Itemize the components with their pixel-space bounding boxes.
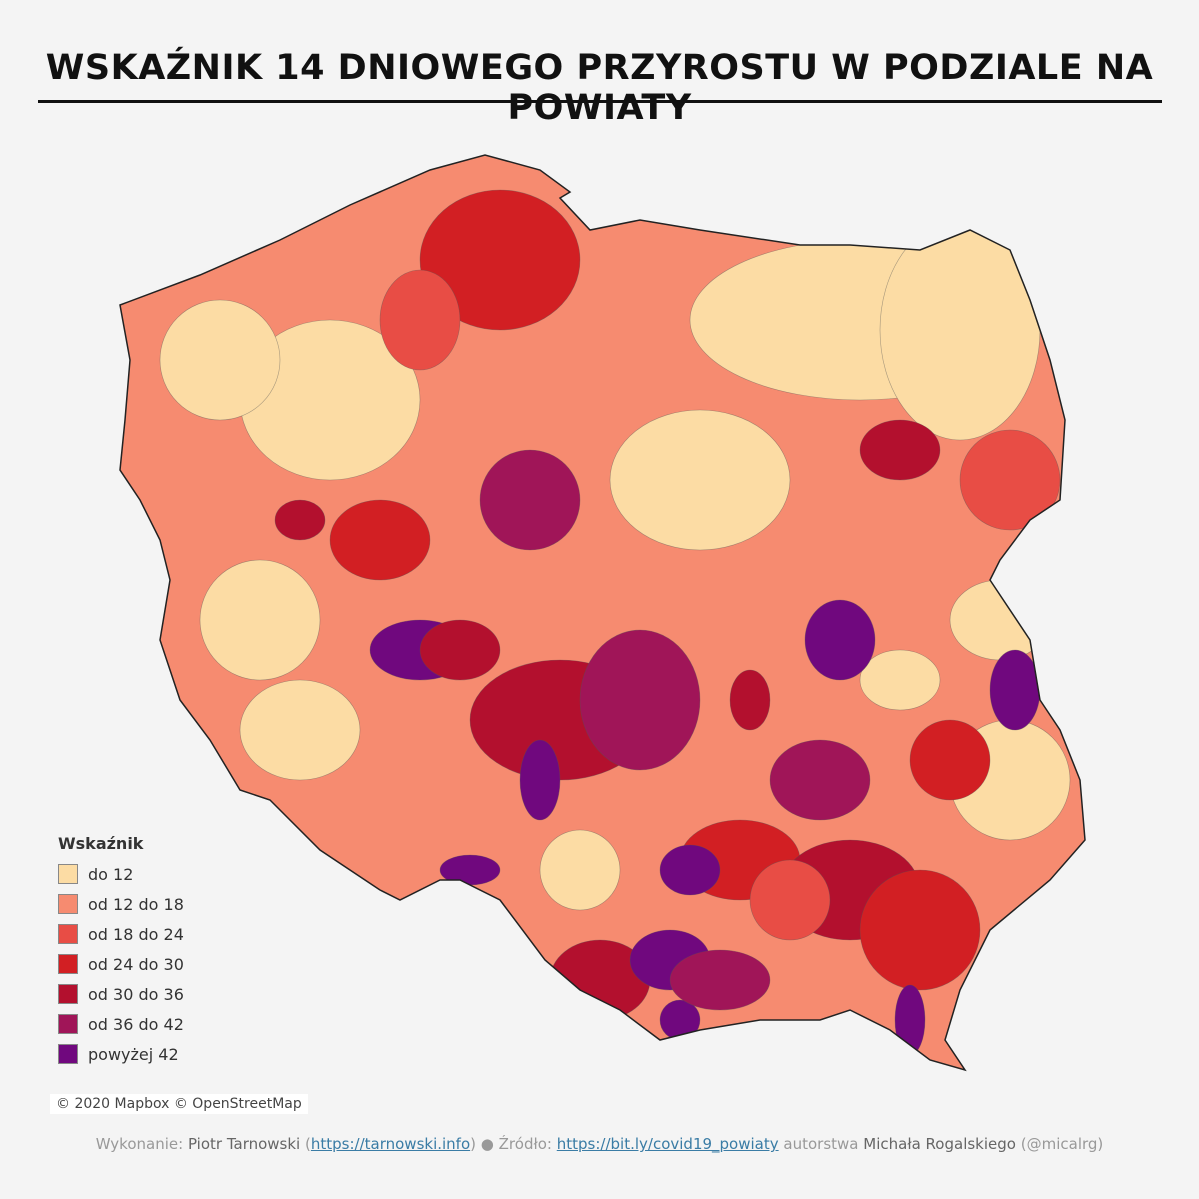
region xyxy=(239,679,361,781)
legend-label: od 24 do 30 xyxy=(88,954,184,974)
legend-swatch xyxy=(58,1014,78,1034)
legend-item: od 30 do 36 xyxy=(58,979,184,1009)
region xyxy=(159,299,281,421)
legend-label: od 30 do 36 xyxy=(88,984,184,1004)
region xyxy=(419,619,501,681)
region xyxy=(989,649,1041,731)
region xyxy=(729,669,771,731)
region xyxy=(609,409,791,551)
legend-label: powyżej 42 xyxy=(88,1044,179,1064)
legend-swatch xyxy=(58,984,78,1004)
legend: Wskaźnik do 12 od 12 do 18 od 18 do 24 od 2… xyxy=(58,834,184,1069)
region xyxy=(659,844,721,896)
region xyxy=(859,419,941,481)
legend-label: od 18 do 24 xyxy=(88,924,184,944)
legend-swatch xyxy=(58,1044,78,1064)
country-outline xyxy=(119,154,1086,1072)
footer: Wykonanie: Piotr Tarnowski (https://tarn… xyxy=(0,1135,1199,1153)
footer-label: Wykonanie: xyxy=(95,1135,184,1153)
footer-author: Piotr Tarnowski xyxy=(187,1135,301,1153)
region xyxy=(669,949,771,1011)
legend-label: od 36 do 42 xyxy=(88,1014,184,1034)
author-link[interactable]: https://tarnowski.info xyxy=(310,1135,471,1153)
legend-label: do 12 xyxy=(88,864,134,884)
legend-title: Wskaźnik xyxy=(58,834,144,853)
legend-item: od 24 do 30 xyxy=(58,949,184,979)
attribution: © 2020 Mapbox © OpenStreetMap xyxy=(50,1094,308,1114)
regions xyxy=(120,155,1085,1070)
region xyxy=(479,449,581,551)
footer-source-author: Michała Rogalskiego xyxy=(863,1135,1016,1153)
region xyxy=(859,869,981,991)
legend-item: od 18 do 24 xyxy=(58,919,184,949)
footer-text: autorstwa xyxy=(783,1135,859,1153)
region xyxy=(199,559,321,681)
legend-swatch xyxy=(58,954,78,974)
legend-label: od 12 do 18 xyxy=(88,894,184,914)
legend-item: powyżej 42 xyxy=(58,1039,184,1069)
region xyxy=(804,599,876,681)
footer-paren: ( xyxy=(305,1135,311,1153)
region xyxy=(909,719,991,801)
region xyxy=(379,269,461,371)
title: WSKAŹNIK 14 DNIOWEGO PRZYROSTU W PODZIAL… xyxy=(45,48,1154,128)
region xyxy=(539,829,621,911)
legend-item: od 36 do 42 xyxy=(58,1009,184,1039)
legend-item: od 12 do 18 xyxy=(58,889,184,919)
region xyxy=(959,429,1061,531)
region xyxy=(274,499,326,541)
region xyxy=(419,189,581,331)
legend-swatch xyxy=(58,864,78,884)
separator-dot: ● xyxy=(480,1135,494,1153)
region xyxy=(769,739,871,821)
region xyxy=(329,499,431,581)
legend-swatch xyxy=(58,924,78,944)
region xyxy=(519,739,561,821)
source-link[interactable]: https://bit.ly/covid19_powiaty xyxy=(556,1135,779,1153)
title-rule xyxy=(38,100,1162,103)
region xyxy=(949,579,1051,661)
region xyxy=(879,219,1041,441)
footer-label: Źródło: xyxy=(498,1135,552,1153)
footer-paren: ) xyxy=(470,1135,476,1153)
region xyxy=(749,859,831,941)
legend-item: do 12 xyxy=(58,859,184,889)
region xyxy=(579,629,701,771)
legend-swatch xyxy=(58,894,78,914)
region xyxy=(859,649,941,711)
footer-handle: (@micalrg) xyxy=(1020,1135,1104,1153)
